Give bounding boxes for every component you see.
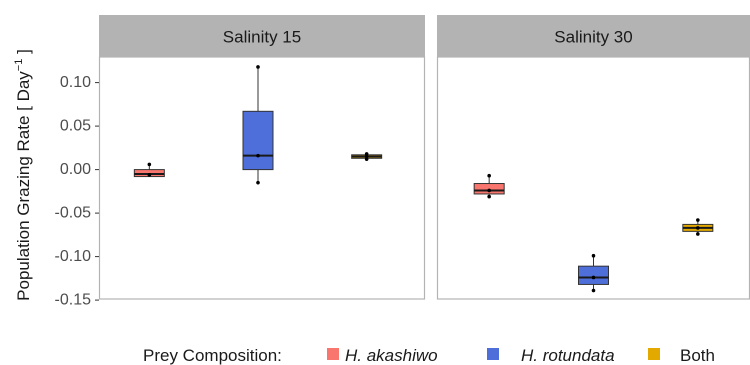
legend-item: H. rotundata <box>487 346 615 365</box>
legend-key <box>648 348 660 360</box>
data-point <box>591 253 596 258</box>
facet-strip <box>99 15 425 57</box>
box-h-rotundata <box>578 253 609 293</box>
panel-background <box>98 56 426 300</box>
data-point <box>256 180 260 185</box>
box-h-akashiwo <box>133 162 165 178</box>
data-point <box>487 188 491 193</box>
data-point <box>696 218 700 222</box>
y-tick-label: 0.00 <box>60 161 91 178</box>
box-both <box>351 152 383 161</box>
box-h-akashiwo <box>473 173 505 199</box>
facet-panel-2: Salinity 30 <box>436 15 750 300</box>
data-point <box>364 152 369 156</box>
legend-item: Both <box>648 346 715 365</box>
data-point <box>591 288 596 293</box>
data-point <box>256 153 260 158</box>
y-axis-title: Population Grazing Rate [ Day−1 ] <box>13 49 33 301</box>
y-axis: 0.10 0.05 0.00 -0.05 -0.10 -0.15 <box>55 74 99 308</box>
legend-item: H. akashiwo <box>327 346 438 365</box>
panels: Salinity 15 Salinity 30 <box>98 15 750 300</box>
data-point <box>591 275 596 280</box>
data-point <box>487 173 491 178</box>
y-tick-label: -0.10 <box>55 248 92 265</box>
data-point <box>364 154 369 159</box>
box-body <box>578 265 609 285</box>
data-point <box>147 173 152 177</box>
legend-key <box>487 348 499 360</box>
legend-label: H. akashiwo <box>345 346 438 365</box>
facet-panel-1: Salinity 15 <box>98 15 426 300</box>
y-axis-title-exponent: −1 <box>13 59 25 72</box>
facet-strip-label: Salinity 15 <box>223 27 301 46</box>
y-tick-label: 0.10 <box>60 74 91 91</box>
data-point <box>696 232 700 236</box>
box-both <box>682 218 714 236</box>
legend-label: Both <box>680 346 715 365</box>
data-point <box>487 194 491 199</box>
data-point <box>696 226 700 230</box>
y-tick-label: -0.05 <box>55 204 92 221</box>
legend-title: Prey Composition: <box>143 346 282 365</box>
legend-label: H. rotundata <box>521 346 615 365</box>
data-point <box>364 157 369 161</box>
box-body <box>242 110 274 171</box>
y-axis-title-main: Population Grazing Rate [ Day <box>14 71 33 301</box>
box-h-rotundata <box>242 65 274 185</box>
data-point <box>147 162 152 167</box>
y-tick-label: 0.05 <box>60 117 91 134</box>
y-axis-title-close: ] <box>14 49 33 58</box>
facet-strip-label: Salinity 30 <box>554 27 632 46</box>
facet-strip <box>437 15 750 57</box>
y-tick-label: -0.15 <box>55 291 92 308</box>
legend: Prey Composition: H. akashiwo H. rotundat… <box>143 346 715 365</box>
data-point <box>256 65 260 69</box>
legend-key <box>327 348 339 360</box>
